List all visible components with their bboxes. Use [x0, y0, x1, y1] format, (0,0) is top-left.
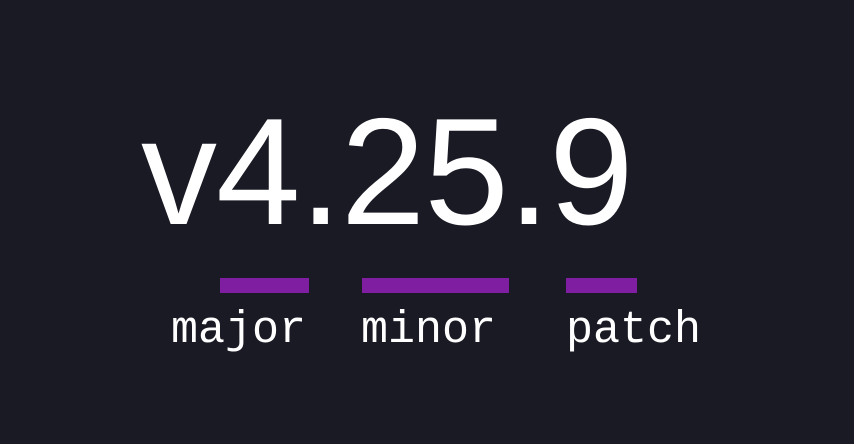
major-label: major	[171, 305, 307, 356]
version-number: v4.25.9	[141, 87, 634, 257]
minor-underline	[362, 278, 509, 293]
major-underline	[220, 278, 309, 293]
patch-underline	[566, 278, 637, 293]
patch-label: patch	[566, 305, 702, 356]
minor-label: minor	[361, 305, 497, 356]
